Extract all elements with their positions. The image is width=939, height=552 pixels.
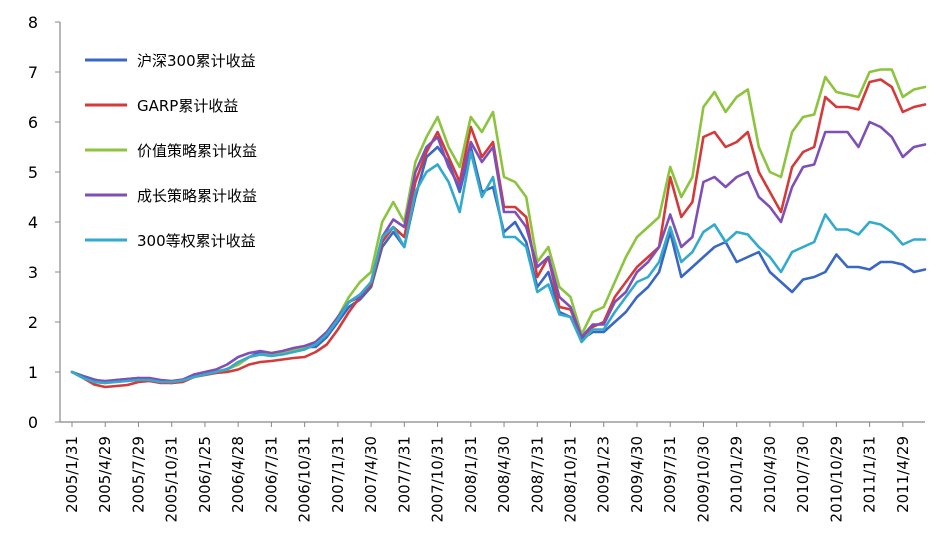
x-tick-label: 2011/4/29: [894, 436, 912, 513]
x-tick-label: 2006/1/25: [196, 436, 214, 513]
y-tick-label: 8: [28, 13, 38, 32]
x-tick-label: 2008/1/31: [462, 436, 480, 513]
x-tick-label: 2008/10/31: [562, 436, 580, 522]
x-tick-label: 2005/10/31: [163, 436, 181, 522]
x-tick-label: 2010/7/30: [794, 436, 812, 513]
x-tick-label: 2011/1/31: [861, 436, 879, 513]
y-tick-label: 2: [28, 313, 38, 332]
y-tick-label: 4: [28, 213, 38, 232]
legend-label-value: 价值策略累计收益: [137, 142, 257, 160]
legend-label-ew300: 300等权累计收益: [137, 232, 256, 250]
x-tick-label: 2006/4/28: [229, 436, 247, 513]
x-tick-label: 2010/4/30: [761, 436, 779, 513]
axes: 0 1 2 3 4 5 6 7 8 2005/1/31 2005/4/29 2005/7/29 2005…: [28, 13, 925, 522]
x-tick-label: 2008/4/30: [495, 436, 513, 513]
x-tick-label: 2009/10/30: [694, 436, 712, 522]
x-tick-label: 2007/7/31: [395, 436, 413, 513]
x-tick-label: 2007/4/30: [362, 436, 380, 513]
y-tick-label: 7: [28, 63, 38, 82]
legend-label-garp: GARP累计收益: [137, 97, 238, 115]
x-tick-label: 2009/4/30: [628, 436, 646, 513]
x-tick-label: 2010/10/29: [827, 436, 845, 522]
y-tick-label: 5: [28, 163, 38, 182]
x-tick-label: 2008/7/31: [528, 436, 546, 513]
x-tick-label: 2006/7/31: [262, 436, 280, 513]
x-tick-label: 2010/1/29: [728, 436, 746, 513]
x-tick-label: 2007/1/31: [329, 436, 347, 513]
y-tick-label: 0: [28, 413, 38, 432]
series-line-ew300: [70, 150, 927, 385]
series-line-growth: [70, 120, 927, 383]
y-tick-label: 6: [28, 113, 38, 132]
legend-label-hs300: 沪深300累计收益: [137, 52, 256, 70]
x-tick-label: 2006/10/31: [296, 436, 314, 522]
x-tick-label: 2009/1/23: [595, 436, 613, 513]
series-line-value: [70, 68, 927, 385]
x-tick-label: 2009/7/31: [661, 436, 679, 513]
y-tick-label: 1: [28, 363, 38, 382]
x-tick-label: 2005/1/31: [63, 436, 81, 513]
x-tick-label: 2007/10/31: [429, 436, 447, 522]
y-tick-label: 3: [28, 263, 38, 282]
x-tick-label: 2005/7/29: [129, 436, 147, 513]
series-layer: [70, 68, 927, 389]
x-tick-label: 2005/4/29: [96, 436, 114, 513]
legend-label-growth: 成长策略累计收益: [137, 187, 257, 205]
